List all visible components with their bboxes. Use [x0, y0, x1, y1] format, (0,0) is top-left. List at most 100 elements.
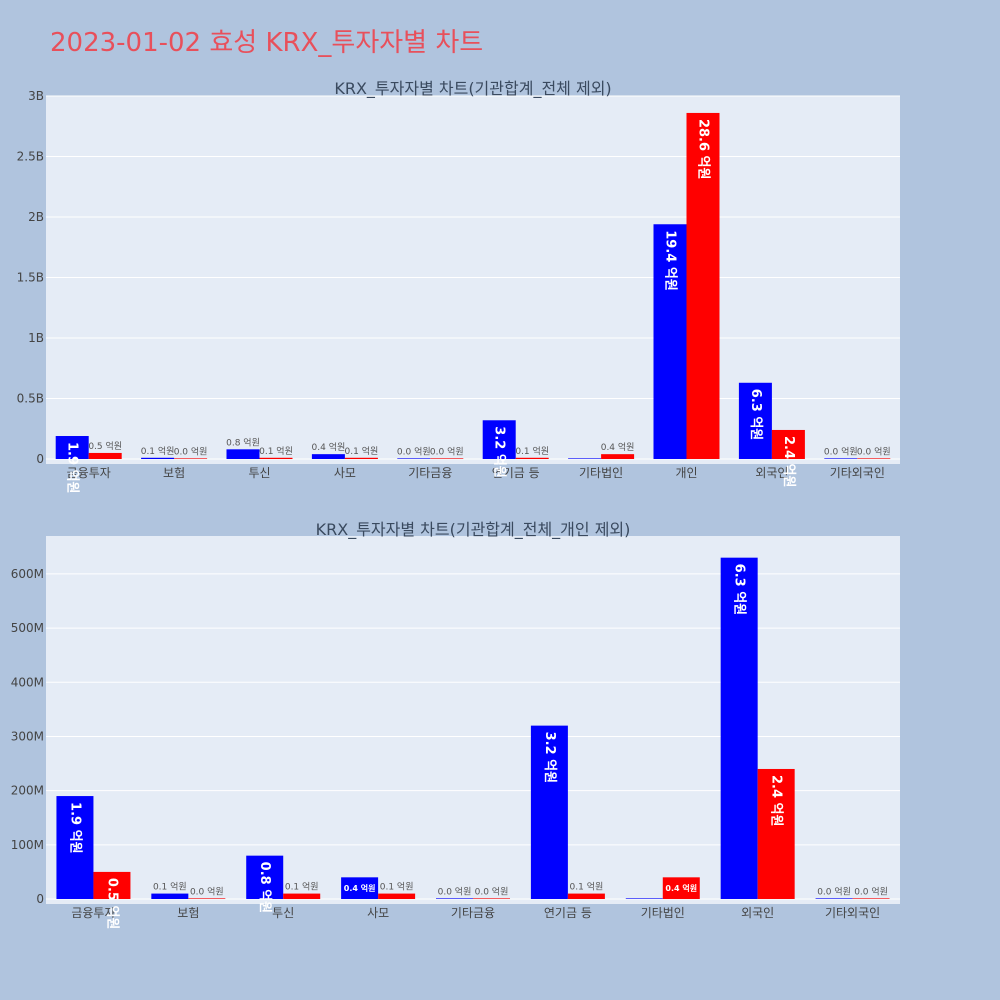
bar [686, 112, 720, 459]
bar [188, 898, 226, 899]
y-tick-label: 0 [36, 452, 44, 466]
y-tick-label: 300M [11, 729, 44, 743]
bar [88, 452, 122, 459]
data-label: 2.4 억원 [769, 775, 784, 826]
bar [93, 871, 131, 899]
bar [226, 449, 260, 459]
bar [568, 458, 602, 459]
data-label: 0.1 억원 [285, 881, 319, 893]
y-tick-label: 0.5B [17, 392, 44, 406]
data-label: 3.2 억원 [492, 426, 507, 477]
bar [246, 855, 284, 899]
data-label: 0.1 억원 [380, 881, 414, 893]
bar [436, 898, 473, 899]
data-label: 0.1 억원 [141, 445, 175, 457]
data-label: 0.4 억원 [312, 441, 346, 453]
chart-title: KRX_투자자별 차트(기관합계_전체 제외) [334, 79, 611, 99]
bar [378, 893, 416, 899]
data-label: 0.0 억원 [857, 445, 891, 457]
data-label: 6.3 억원 [748, 389, 763, 440]
y-tick-label: 1.5B [17, 271, 44, 285]
data-label: 0.1 억원 [345, 445, 379, 457]
data-label: 0.1 억원 [515, 445, 549, 457]
y-tick-label: 100M [11, 838, 44, 852]
y-tick-label: 3B [28, 89, 44, 103]
chart-title: KRX_투자자별 차트(기관합계_전체_개인 제외) [316, 520, 631, 540]
bar [55, 436, 89, 459]
bar [852, 898, 890, 899]
bar [56, 796, 94, 899]
x-tick-label: 보험 [163, 466, 185, 480]
bar [662, 877, 700, 899]
bar [430, 458, 464, 459]
data-label: 0.5 억원 [88, 440, 122, 452]
data-label: 1.9 억원 [65, 442, 80, 493]
bar [757, 768, 795, 899]
y-tick-label: 0 [36, 892, 44, 906]
bar [738, 382, 772, 459]
bar [344, 457, 378, 459]
x-tick-label: 개인 [675, 466, 697, 480]
bar [815, 898, 853, 899]
y-tick-label: 1B [28, 331, 44, 345]
data-label: 28.6 억원 [696, 119, 711, 180]
x-tick-label: 기타외국인 [830, 466, 885, 480]
bar [151, 893, 189, 899]
x-tick-label: 기타외국인 [825, 906, 880, 920]
data-label: 0.4 억원 [601, 441, 635, 453]
y-tick-label: 2.5B [17, 150, 44, 164]
x-tick-label: 기타금융 [451, 906, 495, 920]
data-label: 0.8 억원 [257, 862, 272, 913]
data-label: 0.5 억원 [104, 878, 119, 929]
data-label: 0.8 억원 [226, 436, 260, 448]
x-tick-label: 연기금 등 [492, 466, 540, 480]
y-tick-label: 2B [28, 210, 44, 224]
bar [341, 877, 379, 899]
bar [311, 454, 345, 459]
data-label: 0.0 억원 [174, 445, 208, 457]
x-tick-label: 보험 [177, 906, 199, 920]
bar [653, 224, 687, 459]
y-tick-label: 200M [11, 784, 44, 798]
data-label: 0.1 억원 [153, 881, 187, 893]
bar [567, 893, 605, 899]
data-label: 0.1 억원 [570, 881, 604, 893]
page-title: 2023-01-02 효성 KRX_투자자별 차트 [50, 28, 484, 58]
data-label: 0.0 억원 [438, 885, 472, 897]
chart-bottom: 0 100M 200M 300M 400M 500M 600M KRX_투자자별 차트(기관합… [11, 520, 900, 929]
x-tick-label: 투신 [272, 906, 294, 920]
bar [259, 457, 293, 459]
data-label: 0.4 억원 [344, 883, 376, 893]
x-tick-label: 연기금 등 [544, 906, 592, 920]
data-label: 0.0 억원 [817, 885, 851, 897]
x-tick-label: 투신 [248, 466, 270, 480]
bar [857, 458, 891, 459]
data-label: 0.0 억원 [854, 885, 888, 897]
y-tick-label: 400M [11, 675, 44, 689]
data-label: 6.3 억원 [732, 564, 747, 615]
data-label: 2.4 억원 [781, 436, 796, 487]
data-label: 0.1 억원 [259, 445, 293, 457]
data-label: 3.2 억원 [542, 732, 557, 783]
x-tick-label: 기타법인 [579, 466, 623, 480]
x-tick-label: 금융투자 [67, 466, 111, 480]
bar [771, 429, 805, 459]
x-tick-label: 사모 [367, 906, 389, 920]
bar [141, 457, 175, 459]
chart-top: 0 0.5B 1B 1.5B 2B 2.5B 3B KRX_투자자별 차트(기관합계_전체 제… [17, 79, 900, 493]
x-tick-label: 외국인 [755, 466, 788, 480]
bar [397, 458, 431, 459]
bar [824, 458, 858, 459]
bar [601, 454, 635, 459]
data-label: 0.0 억원 [430, 445, 464, 457]
data-label: 0.0 억원 [824, 445, 858, 457]
bar [625, 898, 663, 899]
bar [530, 725, 568, 899]
bar [482, 420, 516, 459]
y-tick-label: 500M [11, 621, 44, 635]
x-tick-label: 기타금융 [408, 466, 452, 480]
data-label: 19.4 억원 [663, 230, 678, 291]
bar [720, 557, 758, 899]
x-tick-label: 금융투자 [71, 906, 115, 920]
bar [283, 893, 321, 899]
